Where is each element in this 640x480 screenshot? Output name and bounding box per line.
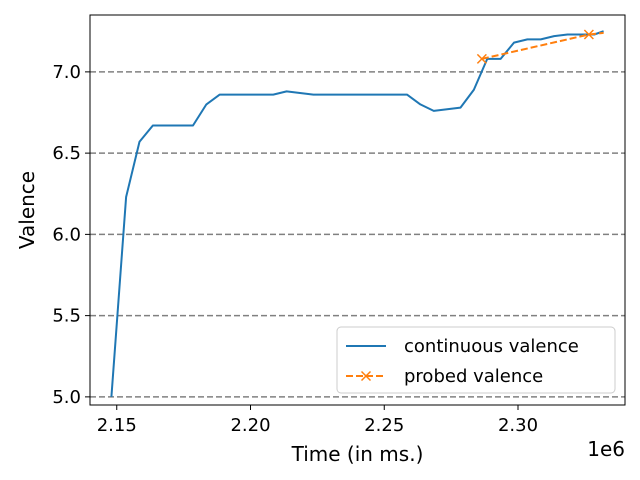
legend-box — [336, 326, 616, 394]
y-axis-label: Valence — [15, 171, 39, 249]
y-tick-label: 7.0 — [52, 62, 81, 83]
y-tick-label: 5.5 — [52, 306, 81, 327]
x-offset-label: 1e6 — [587, 437, 625, 461]
x-tick-label: 2.25 — [364, 415, 404, 436]
x-tick-label: 2.30 — [498, 415, 538, 436]
grid-lines — [90, 71, 625, 398]
legend: continuous valence probed valence — [336, 326, 616, 394]
plot-frame — [89, 14, 626, 406]
tick-layer: 5.0 5.5 6.0 6.5 7.0 2.15 2.20 2.25 2.30 — [52, 62, 538, 436]
series-line-1 — [481, 31, 604, 60]
legend-x-marker — [360, 370, 372, 382]
legend-marker-probed-valence — [360, 370, 372, 382]
data-point-marker — [583, 29, 594, 40]
y-tick-label: 6.0 — [52, 224, 81, 245]
data-point-marker — [476, 53, 487, 64]
legend-entry-probed-valence: probed valence — [404, 366, 543, 387]
legend-entry-continuous-valence: continuous valence — [404, 336, 579, 357]
y-tick-label: 6.5 — [52, 143, 81, 164]
x-axis-label: Time (in ms.) — [291, 442, 424, 466]
x-tick-label: 2.20 — [230, 415, 270, 436]
series-line-0 — [110, 30, 604, 397]
y-tick-label: 5.0 — [52, 387, 81, 408]
series-layer — [110, 29, 604, 397]
x-tick-label: 2.15 — [97, 415, 137, 436]
